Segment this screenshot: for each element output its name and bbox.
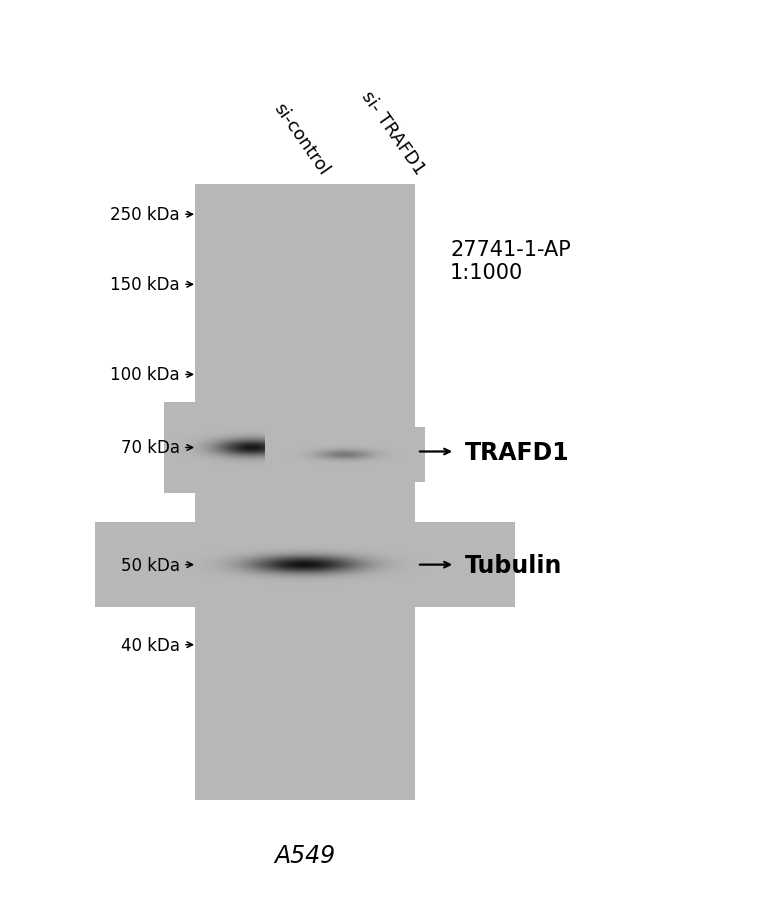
Text: 40 kDa: 40 kDa: [121, 636, 180, 654]
Text: TRAFD1: TRAFD1: [465, 440, 570, 464]
Bar: [195, 185, 415, 800]
Text: si- TRAFD1: si- TRAFD1: [358, 87, 429, 178]
Text: 50 kDa: 50 kDa: [121, 556, 180, 574]
Text: A549: A549: [274, 843, 335, 867]
Text: 150 kDa: 150 kDa: [110, 276, 180, 294]
Text: si-control: si-control: [270, 99, 333, 178]
Text: 250 kDa: 250 kDa: [110, 206, 180, 224]
Text: 70 kDa: 70 kDa: [121, 439, 180, 457]
Text: 100 kDa: 100 kDa: [110, 366, 180, 384]
Text: 27741-1-AP
1:1000: 27741-1-AP 1:1000: [450, 240, 571, 283]
Text: Tubulin: Tubulin: [465, 553, 562, 577]
Text: WWW.PTGAB.COM: WWW.PTGAB.COM: [254, 432, 267, 548]
